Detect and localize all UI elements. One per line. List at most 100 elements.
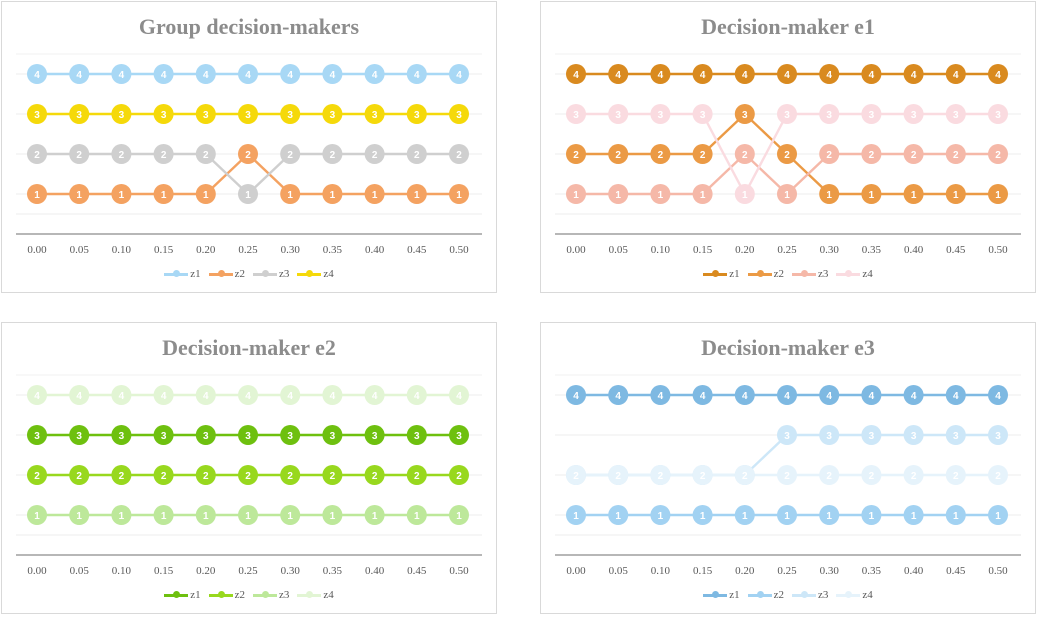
data-label: 4 bbox=[203, 391, 209, 402]
data-label: 4 bbox=[826, 70, 832, 81]
data-point-z2 bbox=[322, 184, 343, 204]
data-point-z4 bbox=[861, 465, 882, 485]
data-point-z1 bbox=[364, 425, 385, 445]
x-tick-label: 0.50 bbox=[449, 244, 469, 256]
plot-area: 0.00 0.05 0.10 0.15 0.20 0.25 0.30 0.35 0.40 0.45… bbox=[16, 374, 482, 577]
data-label: 2 bbox=[826, 471, 832, 482]
data-point-z1 bbox=[650, 385, 671, 405]
x-tick-label: 0.50 bbox=[988, 565, 1008, 577]
data-point-z2 bbox=[777, 505, 797, 525]
data-point-z2 bbox=[69, 465, 90, 485]
x-tick-label: 0.10 bbox=[112, 565, 132, 577]
data-point-z1 bbox=[195, 425, 216, 445]
x-tick-label: 0.20 bbox=[196, 565, 216, 577]
data-label: 4 bbox=[34, 70, 40, 81]
x-tick-label: 0.10 bbox=[651, 244, 671, 256]
x-tick-label: 0.25 bbox=[238, 244, 258, 256]
data-label: 3 bbox=[456, 431, 462, 442]
data-point-z4 bbox=[69, 104, 90, 124]
data-point-z4 bbox=[903, 104, 924, 124]
data-point-z2 bbox=[819, 505, 840, 525]
data-point-z1 bbox=[238, 425, 258, 445]
data-label: 1 bbox=[700, 511, 706, 522]
chart-title: Decision-maker e2 bbox=[162, 335, 336, 360]
legend-label: z4 bbox=[862, 589, 873, 601]
legend-label: z2 bbox=[773, 268, 784, 280]
x-tick-label: 0.15 bbox=[693, 565, 713, 577]
plot-area: 0.00 0.05 0.10 0.15 0.20 0.25 0.30 0.35 0.40 0.45… bbox=[16, 53, 482, 256]
x-tick-label: 0.10 bbox=[651, 565, 671, 577]
data-label: 2 bbox=[34, 471, 40, 482]
plot-area: 0.00 0.05 0.10 0.15 0.20 0.25 0.30 0.35 0.40 0.45… bbox=[555, 53, 1021, 256]
data-label: 3 bbox=[372, 110, 378, 121]
data-label: 4 bbox=[372, 391, 378, 402]
legend-item-z4: z4 bbox=[297, 589, 334, 601]
data-label: 2 bbox=[742, 150, 748, 161]
data-label: 3 bbox=[203, 110, 209, 121]
legend-swatch bbox=[253, 591, 277, 599]
legend: z1 z2 z3 z4 bbox=[541, 268, 1035, 280]
data-label: 3 bbox=[700, 110, 706, 121]
legend-label: z4 bbox=[323, 589, 334, 601]
data-point-z4 bbox=[566, 465, 586, 485]
data-label: 2 bbox=[911, 150, 917, 161]
data-point-z1 bbox=[819, 64, 840, 84]
data-point-z1 bbox=[449, 425, 469, 445]
data-label: 4 bbox=[287, 70, 293, 81]
legend-swatch bbox=[164, 270, 189, 278]
data-point-z2 bbox=[238, 144, 258, 164]
data-point-z4 bbox=[322, 104, 343, 124]
data-label: 3 bbox=[995, 431, 1001, 442]
data-label: 4 bbox=[76, 70, 82, 81]
data-point-z1 bbox=[650, 64, 671, 84]
data-point-z4 bbox=[566, 104, 586, 124]
data-point-z3 bbox=[364, 505, 385, 525]
x-tick-label: 0.45 bbox=[946, 244, 966, 256]
data-point-z2 bbox=[195, 184, 216, 204]
data-label: 4 bbox=[76, 391, 82, 402]
data-point-z4 bbox=[449, 385, 469, 405]
legend-label: z3 bbox=[279, 268, 290, 280]
data-point-z1 bbox=[364, 64, 385, 84]
data-point-z3 bbox=[566, 184, 586, 204]
data-point-z1 bbox=[903, 385, 924, 405]
legend-item-z2: z2 bbox=[208, 589, 245, 601]
data-label: 2 bbox=[414, 150, 420, 161]
data-point-z3 bbox=[777, 425, 797, 445]
data-point-z4 bbox=[945, 465, 966, 485]
data-point-z4 bbox=[734, 465, 755, 485]
data-label: 2 bbox=[287, 150, 293, 161]
data-point-z2 bbox=[280, 465, 301, 485]
legend-swatch bbox=[208, 270, 233, 278]
data-label: 2 bbox=[372, 150, 378, 161]
data-label: 3 bbox=[34, 110, 40, 121]
data-label: 3 bbox=[869, 431, 875, 442]
data-point-z1 bbox=[777, 385, 797, 405]
data-label: 2 bbox=[953, 150, 959, 161]
legend-item-z1: z1 bbox=[164, 589, 201, 601]
legend-swatch bbox=[253, 270, 277, 278]
data-label: 4 bbox=[573, 70, 579, 81]
data-label: 1 bbox=[953, 511, 959, 522]
data-label: 3 bbox=[826, 431, 832, 442]
legend-label: z4 bbox=[862, 268, 873, 280]
x-tick-label: 0.30 bbox=[820, 244, 840, 256]
x-tick-label: 0.00 bbox=[566, 565, 586, 577]
data-label: 1 bbox=[456, 511, 462, 522]
data-point-z4 bbox=[111, 385, 132, 405]
data-label: 4 bbox=[456, 391, 462, 402]
data-point-z3 bbox=[449, 505, 469, 525]
data-label: 1 bbox=[869, 511, 875, 522]
data-point-z4 bbox=[819, 104, 840, 124]
legend-item-z1: z1 bbox=[164, 268, 201, 280]
data-label: 2 bbox=[784, 471, 790, 482]
data-label: 4 bbox=[911, 70, 917, 81]
data-point-z1 bbox=[988, 385, 1008, 405]
data-point-z4 bbox=[27, 385, 47, 405]
data-label: 1 bbox=[742, 190, 748, 201]
x-tick-label: 0.00 bbox=[566, 244, 586, 256]
data-point-z2 bbox=[111, 184, 132, 204]
data-point-z4 bbox=[322, 385, 343, 405]
legend: z1 z2 z3 z4 bbox=[2, 589, 496, 601]
data-point-z4 bbox=[903, 465, 924, 485]
